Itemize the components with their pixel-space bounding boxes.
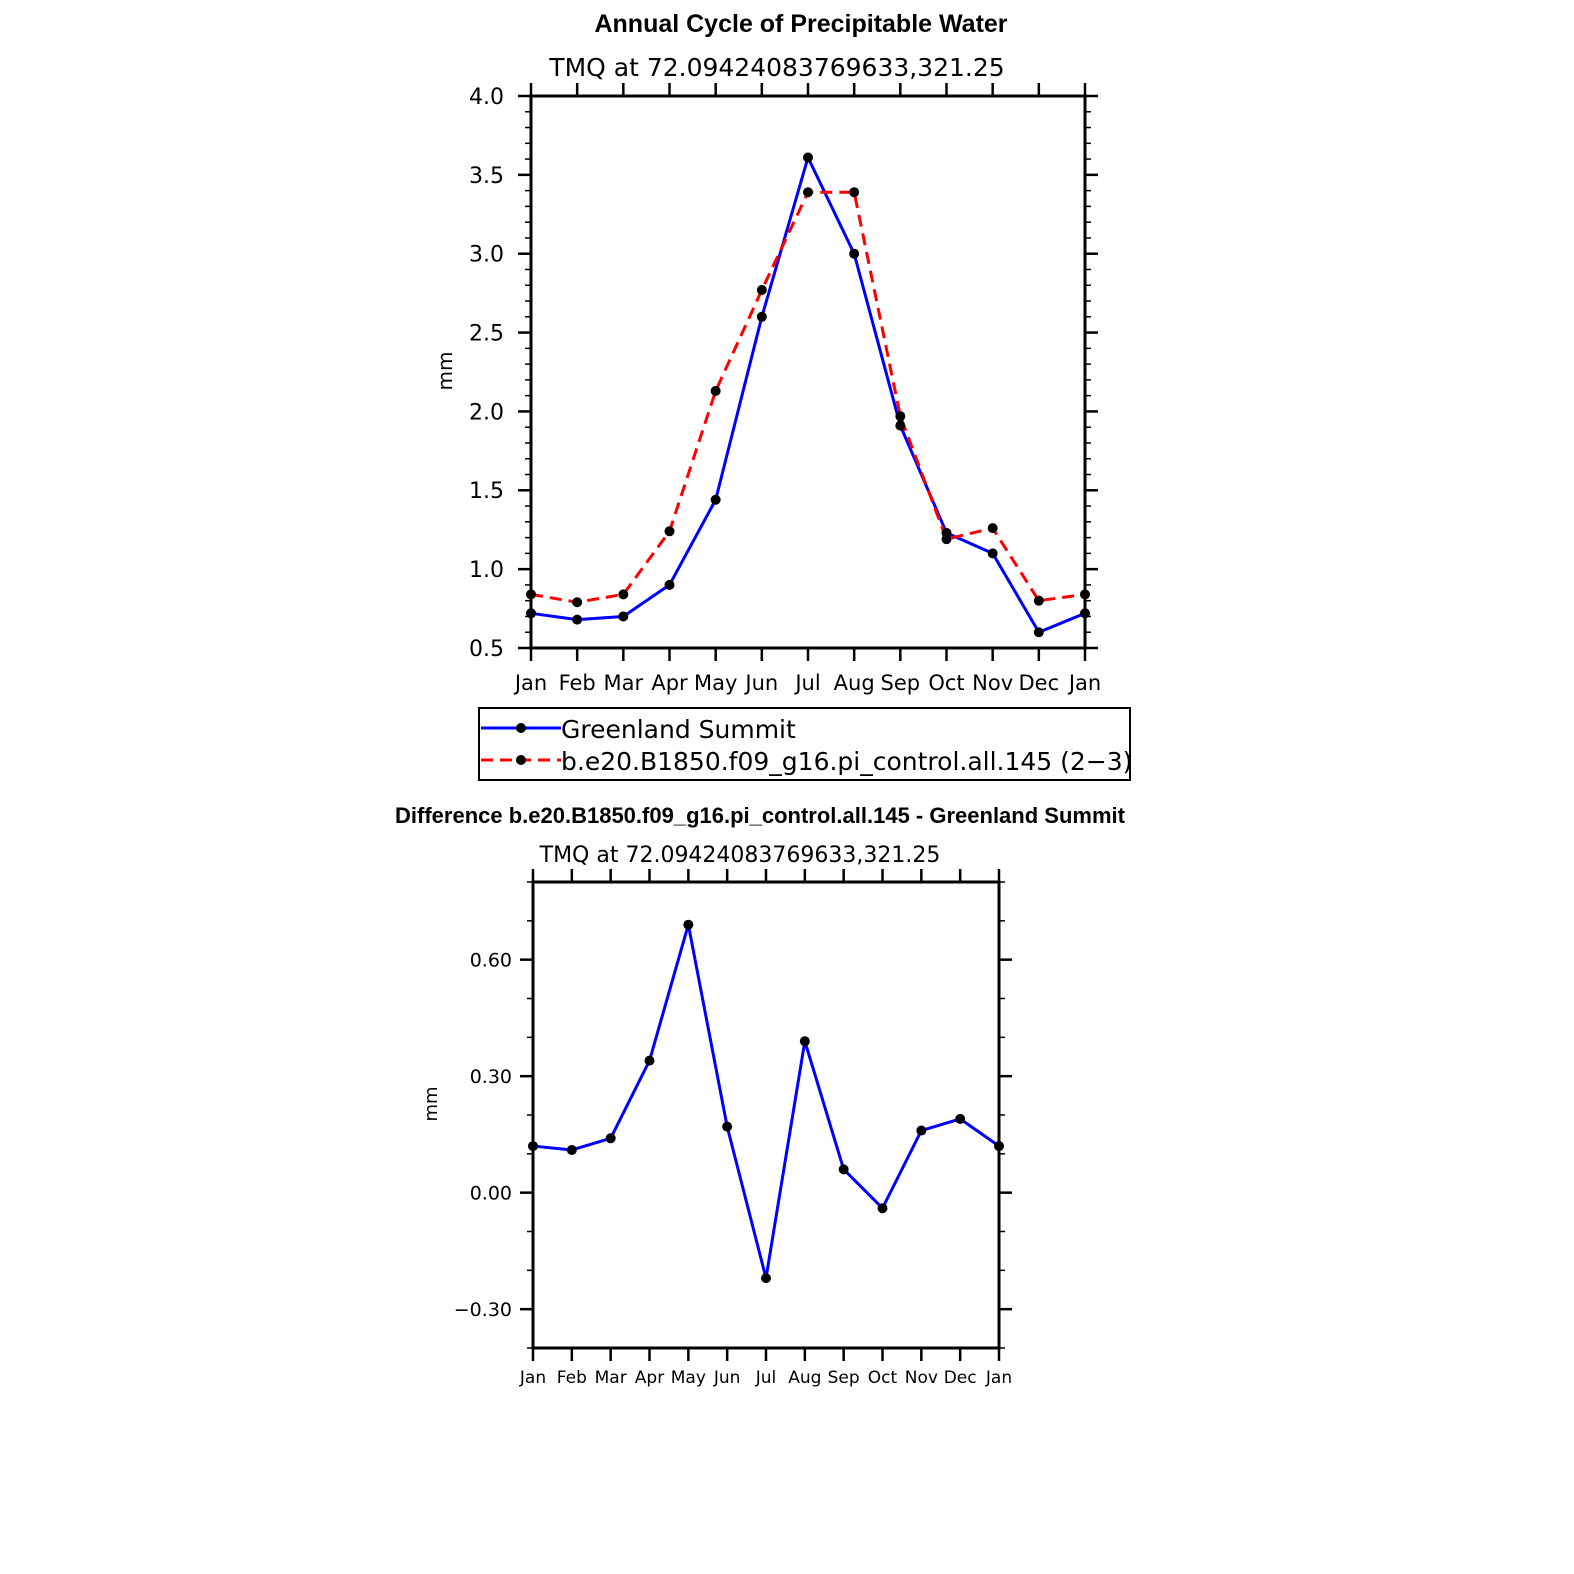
y-tick-label: 0.5 [469, 637, 504, 662]
y-tick-label: 1.5 [469, 479, 504, 504]
marks-group [528, 919, 1004, 1284]
data-point-series-0 [1080, 608, 1090, 619]
data-point-series-0 [526, 608, 536, 619]
data-point-series-0 [761, 1273, 771, 1284]
x-tick-label: Jan [519, 1368, 546, 1388]
chart-subtitle: TMQ at 72.09424083769633,321.25 [548, 53, 1004, 82]
x-tick-label: Nov [972, 671, 1013, 695]
data-point-series-0 [994, 1141, 1004, 1152]
data-point-series-1 [664, 526, 675, 537]
x-tick-label: Jan [1067, 671, 1101, 695]
data-point-series-0 [572, 614, 583, 625]
data-point-series-0 [955, 1113, 966, 1124]
x-tick-label: Sep [828, 1368, 860, 1388]
plot-frame-group: −0.30 0.00 0.30 0.60 Jan Feb Mar Apr May Jun Jul Au… [454, 869, 1012, 1388]
y-tick-label: 2.5 [469, 321, 504, 346]
data-point-series-1 [618, 589, 629, 600]
x-tick-label: Jun [713, 1368, 741, 1388]
data-point-series-0 [803, 152, 813, 163]
y-tick-label: 3.0 [469, 243, 504, 268]
x-tick-label: Mar [604, 671, 644, 695]
x-tick-label: Apr [635, 1368, 664, 1388]
data-point-series-0 [618, 611, 629, 622]
legend-marker-model [516, 755, 526, 765]
data-point-series-0 [664, 579, 675, 590]
chart-subtitle: TMQ at 72.09424083769633,321.25 [539, 843, 941, 868]
difference-chart: Difference b.e20.B1850.f09_g16.pi_contro… [395, 803, 1126, 1388]
data-point-series-0 [895, 420, 906, 431]
data-point-series-0 [722, 1121, 733, 1132]
x-tick-label: Jan [513, 671, 547, 695]
data-point-series-0 [528, 1141, 538, 1152]
legend-marker-greenland [516, 723, 526, 733]
legend: Greenland Summit b.e20.B1850.f09_g16.pi_… [478, 707, 1132, 781]
data-point-series-1 [987, 523, 998, 534]
data-point-series-1 [849, 187, 860, 198]
data-point-series-0 [605, 1133, 616, 1144]
x-tick-label: Dec [1019, 671, 1060, 695]
x-tick-label: Oct [868, 1368, 898, 1388]
y-tick-label: 0.60 [470, 950, 512, 972]
data-point-series-0 [916, 1125, 927, 1136]
x-tick-label: Mar [595, 1368, 627, 1388]
x-tick-label: Apr [651, 671, 688, 695]
x-tick-label: Sep [881, 671, 921, 695]
x-tick-label: Dec [944, 1368, 977, 1388]
data-point-series-0 [838, 1164, 849, 1175]
x-tick-label: Oct [928, 671, 964, 695]
y-axis-label: mm [421, 1086, 442, 1121]
annual-cycle-chart: Annual Cycle of Precipitable Water TMQ a… [433, 10, 1132, 781]
x-tick-label: Jun [743, 671, 778, 695]
data-point-series-0 [987, 548, 998, 559]
marks-group [526, 152, 1090, 638]
x-tick-label: Jan [985, 1368, 1012, 1388]
legend-label-model: b.e20.B1850.f09_g16.pi_control.all.145 (… [561, 747, 1132, 776]
y-tick-label: 2.0 [469, 400, 504, 425]
x-tick-label: May [694, 671, 737, 695]
series-line-0 [530, 156, 1086, 634]
x-tick-label: Feb [557, 1368, 587, 1388]
series-line-0 [532, 923, 1000, 1280]
data-point-series-0 [644, 1055, 655, 1066]
y-tick-label: −0.30 [454, 1299, 512, 1321]
chart-title: Annual Cycle of Precipitable Water [594, 10, 1007, 38]
x-tick-label: Jul [755, 1368, 777, 1388]
series-line-1 [530, 190, 1086, 604]
y-tick-label: 1.0 [469, 558, 504, 583]
data-point-series-0 [710, 494, 721, 505]
data-point-series-1 [1033, 595, 1044, 606]
data-point-series-0 [849, 248, 860, 259]
data-point-series-0 [877, 1203, 888, 1214]
plot-frame [529, 94, 1087, 650]
data-point-series-1 [756, 284, 767, 295]
data-point-series-1 [710, 385, 721, 396]
data-point-series-1 [572, 597, 583, 608]
data-point-series-1 [1080, 589, 1090, 600]
x-tick-label: Aug [788, 1368, 821, 1388]
y-tick-label: 0.00 [470, 1183, 512, 1205]
data-point-series-0 [683, 919, 694, 930]
y-tick-label: 0.30 [470, 1066, 512, 1088]
x-tick-label: Feb [559, 671, 596, 695]
legend-label-greenland: Greenland Summit [561, 715, 796, 744]
x-tick-label: Aug [834, 671, 875, 695]
legend-box [478, 707, 1131, 781]
y-tick-label: 3.5 [469, 164, 504, 189]
y-axis-label: mm [433, 352, 457, 391]
x-tick-label: May [671, 1368, 706, 1388]
data-point-series-0 [756, 311, 767, 322]
data-point-series-1 [803, 187, 813, 198]
x-tick-label: Nov [905, 1368, 938, 1388]
data-point-series-1 [526, 589, 536, 600]
data-point-series-0 [566, 1144, 577, 1155]
data-point-series-1 [895, 411, 906, 422]
data-point-series-0 [1033, 627, 1044, 638]
data-point-series-0 [799, 1036, 810, 1047]
data-point-series-1 [941, 534, 952, 545]
y-tick-label: 4.0 [469, 85, 504, 110]
chart-title: Difference b.e20.B1850.f09_g16.pi_contro… [395, 803, 1126, 828]
x-tick-label: Jul [793, 671, 820, 695]
